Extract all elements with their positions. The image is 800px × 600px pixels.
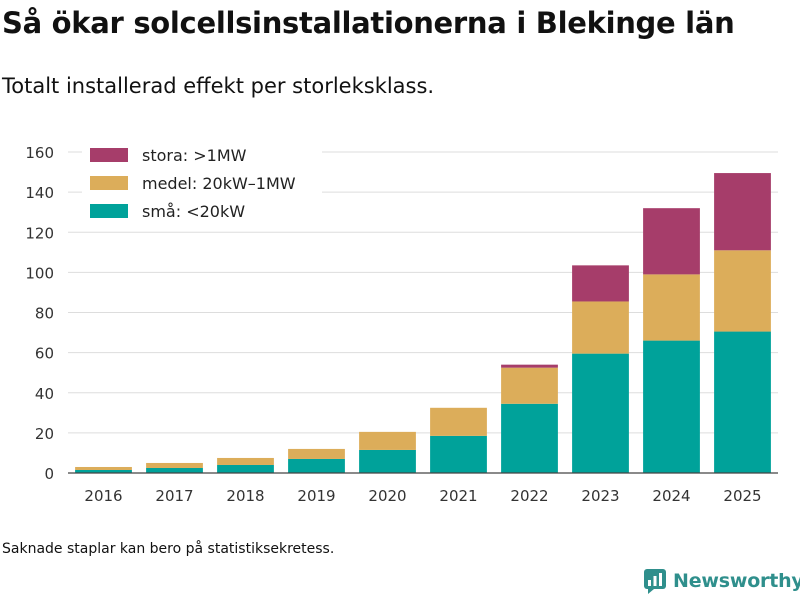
bar-2017-små xyxy=(146,467,203,473)
legend-swatch xyxy=(90,204,128,218)
x-tick-label: 2025 xyxy=(723,487,761,505)
bar-2017-medel xyxy=(146,462,203,468)
y-tick-label: 160 xyxy=(25,144,54,162)
brand-name: Newsworthy xyxy=(673,570,800,592)
y-tick-label: 60 xyxy=(35,345,54,363)
y-tick-label: 20 xyxy=(35,425,54,443)
newsworthy-logo-icon xyxy=(644,569,666,594)
footnote: Saknade staplar kan bero på statistiksek… xyxy=(2,541,335,557)
x-tick-label: 2016 xyxy=(84,487,122,505)
legend-label: medel: 20kW–1MW xyxy=(142,174,296,193)
bar-2025-små xyxy=(714,331,771,473)
bar-2018-små xyxy=(217,464,274,473)
bar-2024-små xyxy=(643,340,700,473)
bar-2023-små xyxy=(572,353,629,473)
bar-2024-medel xyxy=(643,274,700,341)
x-tick-label: 2022 xyxy=(510,487,548,505)
chart-title: Så ökar solcellsinstallationerna i Bleki… xyxy=(2,6,735,40)
x-tick-label: 2019 xyxy=(297,487,335,505)
x-tick-label: 2017 xyxy=(155,487,193,505)
stacked-bar-chart: 0 20 40 60 80 100 120 140 160 2016 2017 2018 2019 202… xyxy=(25,140,778,505)
bar-2016-medel xyxy=(75,466,132,470)
bar-2025-medel xyxy=(714,250,771,332)
bar-2020-små xyxy=(359,449,416,473)
bar-2023-medel xyxy=(572,301,629,354)
bar-2024-stora xyxy=(643,208,700,275)
chart-subtitle: Totalt installerad effekt per storlekskl… xyxy=(2,74,435,98)
y-tick-label: 40 xyxy=(35,385,54,403)
x-tick-label: 2020 xyxy=(368,487,406,505)
y-tick-label: 120 xyxy=(25,224,54,242)
bar-2018-medel xyxy=(217,457,274,465)
y-tick-label: 100 xyxy=(25,264,54,282)
bar-2021-medel xyxy=(430,407,487,436)
y-tick-label: 140 xyxy=(25,184,54,202)
bar-2022-små xyxy=(501,403,558,473)
x-tick-label: 2023 xyxy=(581,487,619,505)
legend-label: små: <20kW xyxy=(142,202,245,221)
brand-logo: Newsworthy xyxy=(643,568,800,594)
bar-2021-små xyxy=(430,435,487,473)
x-tick-label: 2018 xyxy=(226,487,264,505)
bar-2016-små xyxy=(75,469,132,473)
bar-2022-medel xyxy=(501,367,558,404)
x-tick-label: 2024 xyxy=(652,487,690,505)
x-tick-label: 2021 xyxy=(439,487,477,505)
bar-2020-medel xyxy=(359,431,416,450)
bar-2022-stora xyxy=(501,364,558,368)
legend-label: stora: >1MW xyxy=(142,146,247,165)
legend-swatch xyxy=(90,176,128,190)
bar-2023-stora xyxy=(572,265,629,302)
bar-2019-små xyxy=(288,458,345,473)
bar-2019-medel xyxy=(288,448,345,459)
y-tick-label: 0 xyxy=(44,465,54,483)
legend-swatch xyxy=(90,148,128,162)
y-tick-label: 80 xyxy=(35,305,54,323)
bar-2025-stora xyxy=(714,173,771,251)
